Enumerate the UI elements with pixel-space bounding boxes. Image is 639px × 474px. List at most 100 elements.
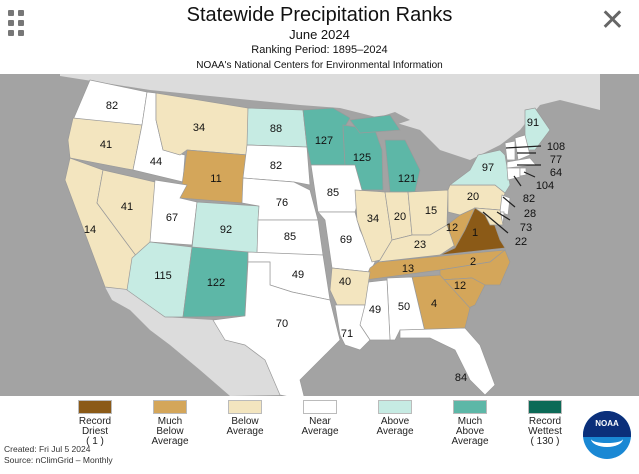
state-rank-tx: 70 [276, 318, 288, 330]
state-rank-nv: 41 [121, 201, 133, 213]
state-rank-in: 20 [394, 211, 406, 223]
legend-label: ( 130 ) [530, 436, 560, 447]
state-rank-fl: 84 [455, 372, 467, 384]
state-mi[interactable] [349, 114, 401, 134]
legend-label: Above [380, 416, 410, 427]
legend-label: Average [226, 426, 264, 437]
legend-label: Much [157, 416, 183, 427]
state-la[interactable] [334, 304, 371, 351]
state-rank-la: 71 [341, 328, 353, 340]
leader-line [505, 145, 542, 149]
state-rank-ri: 104 [536, 180, 554, 192]
legend-label [365, 437, 425, 447]
state-rank-tn: 13 [402, 263, 414, 275]
state-tx[interactable] [212, 261, 341, 396]
legend-swatch [528, 400, 562, 414]
ranking-period: Ranking Period: 1895–2024 [251, 44, 388, 56]
state-rank-me: 91 [527, 117, 539, 129]
leader-line [482, 211, 509, 234]
state-rank-il: 34 [367, 213, 379, 225]
legend-label: Wettest [528, 426, 562, 437]
state-rank-wi: 125 [353, 152, 371, 164]
legend-label [290, 437, 350, 447]
state-rank-nh: 77 [550, 154, 562, 166]
canada [60, 74, 600, 160]
noaa-logo: NOAA [583, 411, 631, 459]
legend-label: Average [301, 426, 339, 437]
footer-info: Created: Fri Jul 5 2024 Source: nClimGri… [4, 444, 113, 466]
legend-swatch [228, 400, 262, 414]
precipitation-map: 8241144144341167921151228882768549701271… [0, 74, 639, 396]
state-rank-va: 1 [472, 227, 478, 239]
legend-label: Below [231, 416, 259, 427]
legend-item-below: Below Average [215, 400, 275, 447]
legend-swatch [153, 400, 187, 414]
state-rank-nc: 2 [470, 256, 476, 268]
leader-line [502, 196, 516, 208]
legend-label: Driest [81, 426, 109, 437]
created-date: Created: Fri Jul 5 2024 [4, 444, 91, 454]
state-rank-ky: 23 [414, 239, 426, 251]
state-rank-ct: 82 [523, 193, 535, 205]
state-rank-wa: 82 [106, 100, 118, 112]
state-rank-ok: 49 [292, 269, 304, 281]
state-rank-al: 50 [398, 301, 410, 313]
state-rank-nd: 88 [270, 123, 282, 135]
legend-label: Above [455, 426, 485, 437]
legend-swatch [378, 400, 412, 414]
legend-swatch [78, 400, 112, 414]
state-rank-wv: 12 [446, 222, 458, 234]
close-icon[interactable]: ✕ [599, 4, 625, 37]
leader-line [513, 175, 522, 187]
state-vt[interactable] [504, 140, 516, 161]
legend-label: Record [528, 416, 562, 427]
state-rank-sc: 12 [454, 280, 466, 292]
state-ct[interactable] [506, 167, 521, 181]
state-rank-ny: 97 [482, 162, 494, 174]
agency-name: NOAA's National Centers for Environmenta… [196, 60, 443, 71]
legend-item-much-above: Much Above Average [440, 400, 500, 447]
legend-label: Average [376, 426, 414, 437]
state-or[interactable] [67, 117, 143, 171]
state-rank-ca: 14 [84, 224, 96, 236]
legend-label: Below [156, 426, 184, 437]
state-ny[interactable] [448, 149, 511, 194]
state-rank-ga: 4 [431, 298, 437, 310]
state-fl[interactable] [399, 327, 496, 396]
state-nm[interactable] [182, 246, 249, 318]
state-rank-ia: 85 [327, 187, 339, 199]
legend-label [215, 437, 275, 447]
leader-line [496, 211, 511, 221]
legend-item-record-dry: Record Driest( 1 ) [65, 400, 125, 447]
state-rank-co: 92 [220, 224, 232, 236]
state-rank-or: 41 [100, 139, 112, 151]
legend-label: Near [309, 416, 331, 427]
legend-item-near: Near Average [290, 400, 350, 447]
state-rank-ks: 85 [284, 231, 296, 243]
state-rank-ma: 64 [550, 167, 562, 179]
state-rank-mi: 121 [398, 173, 416, 185]
state-rank-ut: 67 [166, 212, 178, 224]
state-rank-md: 22 [515, 236, 527, 248]
state-rank-mt: 34 [193, 122, 205, 134]
grid-icon[interactable] [8, 10, 26, 36]
legend-label: ( 1 ) [86, 436, 104, 447]
state-rank-mn: 127 [315, 135, 333, 147]
state-mi[interactable] [384, 139, 421, 193]
state-sd[interactable] [242, 144, 311, 186]
data-source: Source: nClimGrid – Monthly [4, 455, 113, 465]
state-rank-sd: 82 [270, 160, 282, 172]
legend-swatch [303, 400, 337, 414]
state-rank-ne: 76 [276, 197, 288, 209]
state-ri[interactable] [519, 167, 527, 177]
legend-label: Record [78, 416, 112, 427]
state-rank-vt: 108 [547, 141, 565, 153]
legend-label: Much [457, 416, 483, 427]
state-rank-id: 44 [150, 156, 162, 168]
legend-item-record-wet: Record Wettest( 130 ) [515, 400, 575, 447]
state-rank-ar: 40 [339, 276, 351, 288]
state-rank-wy: 11 [210, 173, 221, 185]
map-title: Statewide Precipitation Ranks [186, 4, 453, 26]
state-rank-az: 115 [154, 270, 172, 282]
legend-item-above: Above Average [365, 400, 425, 447]
